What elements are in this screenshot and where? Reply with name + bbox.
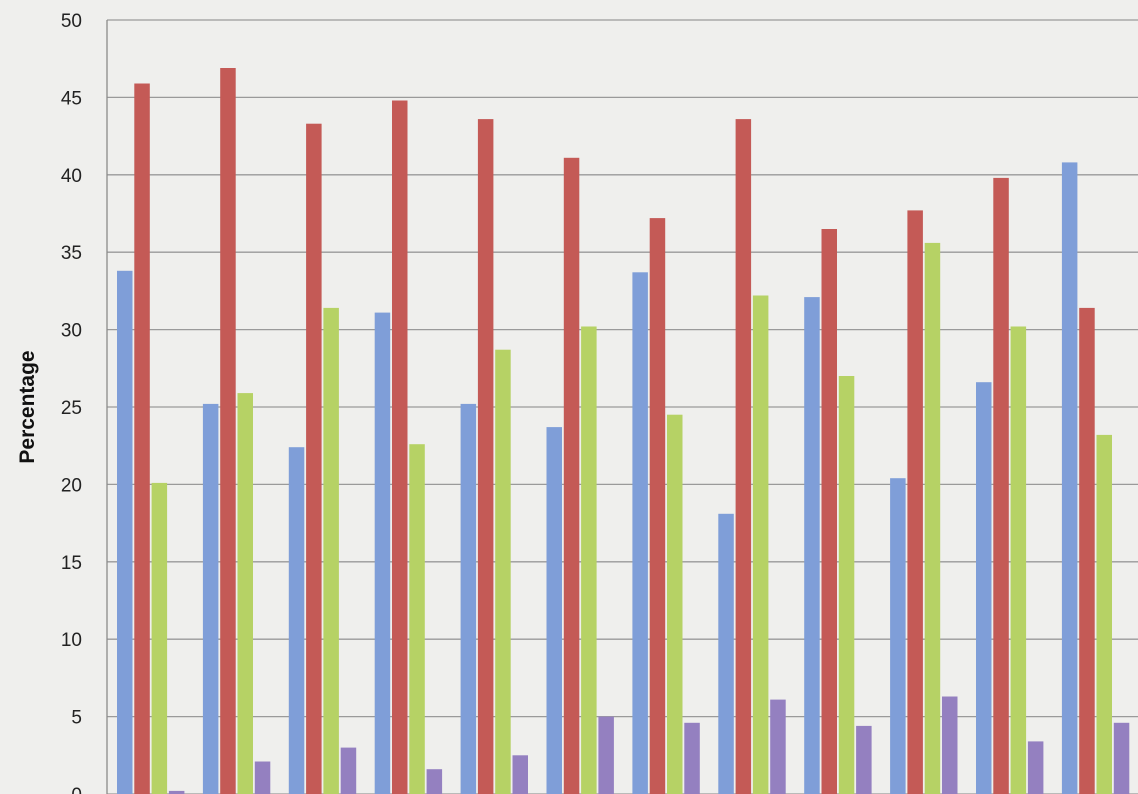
bar-series-2-group-4 [392,100,408,794]
y-tick-label: 45 [61,88,82,109]
bar-series-1-group-8 [718,513,734,794]
bar-series-2-group-10 [907,210,923,794]
bar-series-2-group-11 [993,177,1009,794]
bar-series-3-group-3 [323,307,339,794]
bar-series-2-group-3 [306,123,322,794]
bar-series-4-group-9 [856,725,872,794]
bar-series-3-group-2 [237,393,253,794]
y-axis-title: Percentage [16,350,39,463]
y-tick-label: 35 [61,243,82,264]
bar-series-3-group-8 [752,295,769,794]
bar-series-4-group-10 [942,696,958,794]
bar-series-3-group-9 [838,376,855,794]
bar-series-1-group-6 [546,427,562,794]
bar-series-2-group-9 [821,229,837,794]
bar-series-1-group-7 [632,272,648,794]
y-axis-ticks: 0 5 10 15 20 25 30 35 40 45 50 [61,11,82,794]
gridlines [107,19,1138,794]
bar-series-4-group-1 [168,790,185,794]
y-tick-label: 30 [61,321,82,342]
bar-series-1-group-9 [804,297,820,794]
bar-series-4-group-4 [426,769,443,794]
bar-series-4-group-5 [512,755,528,794]
bar-series-2-group-12 [1079,307,1095,794]
bar-series-1-group-4 [374,312,391,794]
y-tick-label: 50 [61,11,82,32]
bar-series-4-group-3 [340,747,357,794]
bar-series-3-group-12 [1096,434,1112,794]
y-tick-label: 25 [61,398,82,419]
bar-series-3-group-11 [1010,326,1027,794]
y-tick-label: 15 [61,553,82,574]
y-tick-label: 0 [71,785,82,794]
bar-series-1-group-2 [202,403,219,794]
bar-series-2-group-7 [649,218,666,794]
bar-series-3-group-6 [581,326,597,794]
bar-series-3-group-10 [924,242,941,794]
bar-series-2-group-5 [477,119,494,794]
bar-series-1-group-1 [117,270,133,794]
y-tick-label: 40 [61,166,82,187]
y-tick-label: 20 [61,475,82,496]
bar-series-3-group-1 [151,482,168,794]
bar-series-1-group-10 [890,478,906,794]
bar-series-3-group-7 [667,414,683,794]
bar-series-3-group-5 [495,349,511,794]
bar-series-2-group-8 [735,119,752,794]
bar-series-2-group-2 [220,68,236,794]
bar-series-1-group-3 [288,447,305,794]
bar-series-2-group-1 [134,83,150,794]
bar-series-4-group-6 [598,716,614,794]
bar-series-2-group-6 [563,157,580,794]
bar-series-4-group-11 [1027,741,1044,794]
bar-series-1-group-12 [1061,162,1078,794]
bar-series-4-group-12 [1113,722,1130,794]
bar-series-1-group-5 [460,403,477,794]
bar-series-4-group-8 [770,699,786,794]
y-tick-label: 5 [71,708,82,729]
bar-series-1-group-11 [976,382,992,794]
bars [117,68,1130,794]
bar-series-4-group-7 [684,722,700,794]
y-tick-label: 10 [61,630,82,651]
bar-series-4-group-2 [254,761,271,794]
bar-series-3-group-4 [409,444,425,794]
